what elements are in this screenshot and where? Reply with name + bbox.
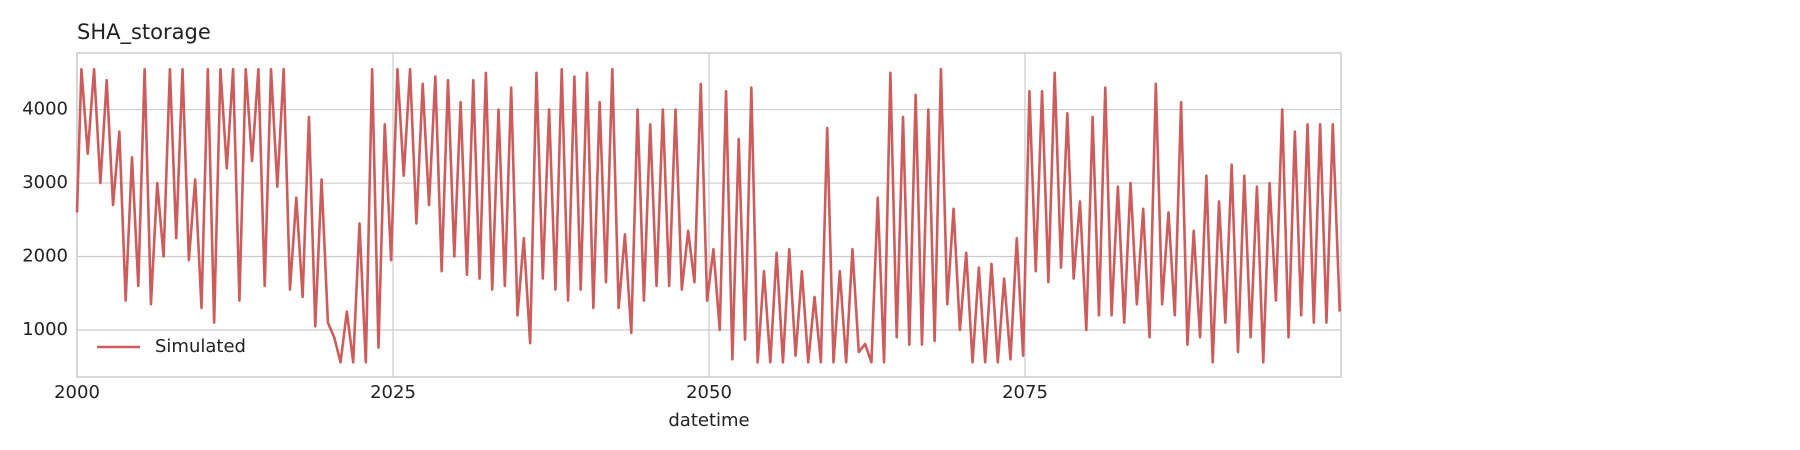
x-tick-label: 2075 <box>1002 382 1048 403</box>
x-tick-label: 2050 <box>686 382 732 403</box>
y-tick-label: 2000 <box>22 246 68 267</box>
x-axis-label: datetime <box>668 410 749 431</box>
series-line <box>75 67 1342 364</box>
plot-frame <box>76 52 1342 378</box>
y-tick-label: 3000 <box>22 172 68 193</box>
chart-title: SHA_storage <box>77 20 211 45</box>
y-tick-label: 1000 <box>22 319 68 340</box>
x-tick-label: 2025 <box>370 382 416 403</box>
y-tick-label: 4000 <box>22 99 68 120</box>
legend-label: Simulated <box>155 336 246 357</box>
x-tick-label: 2000 <box>54 382 100 403</box>
